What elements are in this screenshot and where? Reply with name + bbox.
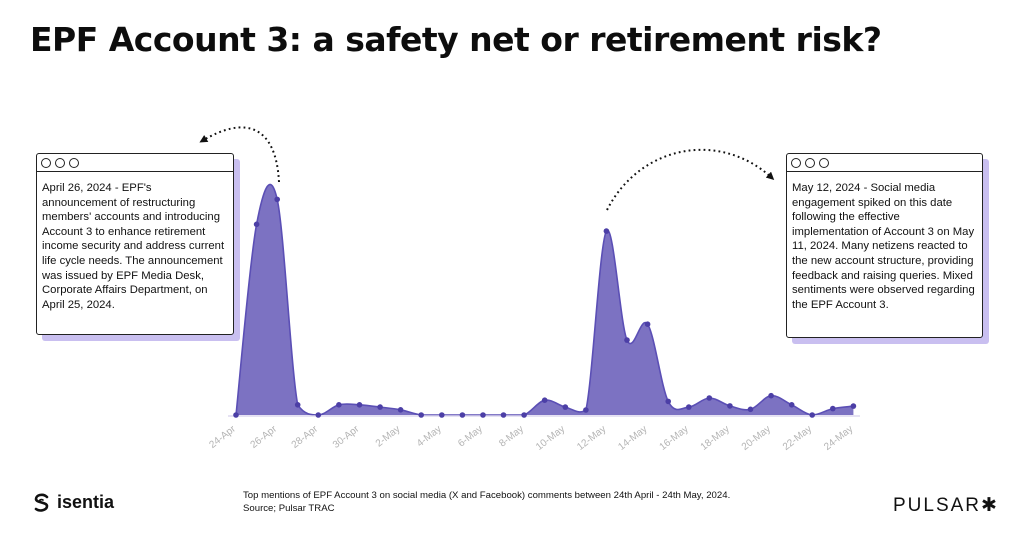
x-tick-label-20-May: 20-May bbox=[740, 424, 773, 453]
data-point-23-May bbox=[830, 405, 836, 412]
data-point-5-May bbox=[459, 412, 466, 418]
callout-window-bar bbox=[787, 154, 982, 172]
x-tick-label-8-May: 8-May bbox=[497, 424, 526, 450]
callout-window-bar bbox=[37, 154, 233, 172]
chart-source: Source; Pulsar TRAC bbox=[243, 502, 335, 514]
x-tick-label-6-May: 6-May bbox=[456, 424, 485, 450]
x-tick-label-2-May: 2-May bbox=[374, 424, 403, 450]
data-point-6-May bbox=[480, 412, 486, 418]
annotation-callout-may-12: May 12, 2024 - Social media engagement s… bbox=[786, 153, 983, 338]
pulsar-wordmark: PULSAR bbox=[893, 495, 982, 516]
chart-caption: Top mentions of EPF Account 3 on social … bbox=[243, 490, 731, 501]
data-point-7-May bbox=[500, 412, 507, 418]
x-tick-label-18-May: 18-May bbox=[699, 424, 732, 453]
data-point-26-Apr bbox=[274, 196, 281, 203]
data-point-9-May bbox=[541, 397, 548, 404]
isentia-logo: isentia bbox=[32, 492, 114, 513]
x-tick-label-14-May: 14-May bbox=[616, 424, 649, 453]
chart-title: EPF Account 3: a safety net or retiremen… bbox=[30, 20, 882, 59]
data-point-30-Apr bbox=[356, 402, 363, 408]
annotation-arrow-left bbox=[199, 126, 280, 183]
isentia-wordmark: isentia bbox=[57, 492, 115, 512]
data-point-21-May bbox=[788, 402, 795, 408]
annotation-text-april-26: April 26, 2024 - EPF's announcement of r… bbox=[42, 182, 225, 311]
data-point-20-May bbox=[768, 392, 774, 399]
window-dot-icon bbox=[41, 157, 51, 168]
data-point-2-May bbox=[397, 407, 404, 413]
window-dot-icon bbox=[791, 157, 801, 168]
data-point-24-May bbox=[850, 403, 857, 409]
x-tick-label-12-May: 12-May bbox=[575, 424, 608, 453]
data-point-15-May bbox=[665, 398, 671, 405]
x-tick-label-16-May: 16-May bbox=[658, 424, 691, 453]
annotation-text-may-12: May 12, 2024 - Social media engagement s… bbox=[792, 182, 975, 311]
data-point-22-May bbox=[809, 412, 815, 418]
window-dot-icon bbox=[805, 157, 815, 168]
data-point-16-May bbox=[686, 404, 692, 410]
data-point-27-Apr bbox=[294, 402, 301, 408]
x-tick-label-22-May: 22-May bbox=[781, 424, 814, 453]
x-tick-label-24-Apr: 24-Apr bbox=[207, 423, 238, 451]
pulsar-asterisk-icon: ✱ bbox=[981, 495, 999, 516]
data-point-24-Apr bbox=[233, 412, 239, 418]
data-point-11-May bbox=[583, 407, 589, 413]
data-point-18-May bbox=[727, 403, 733, 409]
data-point-29-Apr bbox=[336, 402, 342, 408]
data-point-3-May bbox=[418, 412, 425, 418]
x-tick-label-24-May: 24-May bbox=[822, 424, 855, 453]
window-dot-icon bbox=[819, 157, 829, 168]
data-point-12-May bbox=[603, 228, 610, 234]
data-point-8-May bbox=[521, 412, 527, 418]
data-point-19-May bbox=[747, 406, 754, 413]
window-dot-icon bbox=[55, 157, 65, 168]
x-tick-label-10-May: 10-May bbox=[534, 424, 567, 453]
annotation-callout-april-26: April 26, 2024 - EPF's announcement of r… bbox=[36, 153, 234, 335]
data-point-28-Apr bbox=[315, 412, 322, 418]
data-point-17-May bbox=[706, 395, 713, 401]
x-tick-label-28-Apr: 28-Apr bbox=[290, 423, 321, 451]
annotation-arrow-right bbox=[606, 148, 775, 211]
series-line bbox=[235, 183, 854, 416]
data-point-14-May bbox=[644, 321, 651, 328]
data-point-1-May bbox=[377, 404, 383, 410]
data-point-4-May bbox=[439, 412, 445, 418]
data-point-10-May bbox=[562, 404, 569, 410]
series-area bbox=[236, 184, 854, 415]
x-tick-label-26-Apr: 26-Apr bbox=[249, 423, 280, 451]
window-dot-icon bbox=[69, 157, 79, 168]
data-point-13-May bbox=[624, 337, 630, 343]
isentia-swirl-icon bbox=[34, 493, 49, 512]
data-point-25-Apr bbox=[253, 221, 260, 228]
x-tick-label-30-Apr: 30-Apr bbox=[331, 423, 362, 451]
x-tick-label-4-May: 4-May bbox=[415, 424, 444, 450]
pulsar-logo: PULSAR✱ bbox=[893, 494, 999, 517]
chart-footnote: Top mentions of EPF Account 3 on social … bbox=[243, 490, 730, 515]
